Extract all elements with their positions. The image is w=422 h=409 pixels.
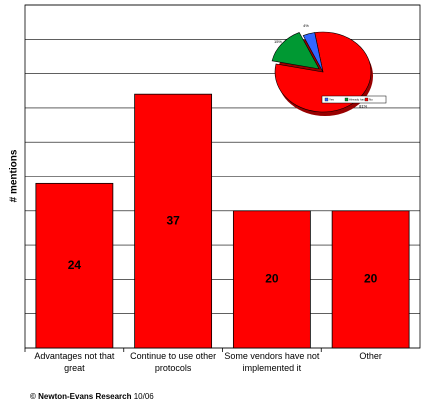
pie-label: 81%	[359, 103, 367, 108]
legend-box	[321, 95, 387, 104]
bar	[134, 93, 213, 349]
x-tick-label: Continue to use other protocols	[130, 351, 217, 373]
x-tick-label: Other	[359, 351, 382, 361]
legend-label: Already have	[349, 97, 367, 101]
x-tick-label: Some vendors have not implemented it	[224, 351, 320, 373]
legend-label: Yes	[329, 97, 334, 101]
date: 10/06	[133, 392, 154, 401]
data-label: 20	[265, 272, 279, 286]
data-label: 20	[364, 272, 378, 286]
x-tick-label: Advantages not that great	[34, 351, 115, 373]
legend-label: No	[369, 97, 373, 101]
y-axis-label: # mentions	[9, 149, 20, 202]
bar	[331, 210, 410, 349]
pie-label: 4%	[303, 23, 309, 28]
data-label: 37	[166, 213, 180, 227]
data-label: 24	[68, 258, 82, 272]
source: © Newton-Evans Research	[30, 392, 132, 401]
legend-swatch	[324, 97, 329, 102]
legend-swatch	[364, 97, 369, 102]
pie-slice	[302, 32, 324, 73]
pie-slice	[271, 32, 320, 70]
bar	[35, 182, 114, 349]
footer: © Newton-Evans Research 10/06	[30, 392, 154, 401]
pie-label: 15%	[274, 39, 282, 44]
legend-swatch	[344, 97, 349, 102]
bar	[232, 210, 311, 349]
